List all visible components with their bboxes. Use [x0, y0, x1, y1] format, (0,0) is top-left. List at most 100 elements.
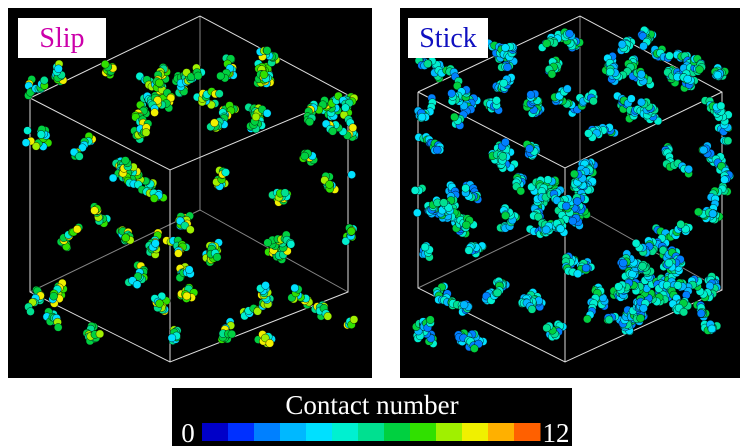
- particle: [156, 300, 164, 308]
- colorbar-max: 12: [543, 418, 570, 446]
- particle: [543, 324, 551, 332]
- particle: [562, 202, 570, 210]
- particle: [122, 234, 130, 242]
- particle: [24, 127, 32, 135]
- particle: [542, 226, 550, 234]
- particle: [582, 264, 590, 272]
- particle: [96, 330, 104, 338]
- particle: [584, 129, 592, 137]
- particle: [411, 186, 419, 194]
- particle: [632, 239, 640, 247]
- particle: [563, 85, 571, 93]
- particle: [91, 207, 99, 215]
- particle: [470, 345, 478, 353]
- particle: [548, 70, 556, 78]
- particle: [640, 42, 648, 50]
- colorbar-segment: [332, 423, 359, 441]
- particle: [570, 170, 578, 178]
- particle: [694, 208, 702, 216]
- particle: [217, 72, 225, 80]
- particle: [101, 60, 109, 68]
- particle: [349, 124, 357, 132]
- particle: [527, 91, 535, 99]
- particle: [685, 165, 693, 173]
- colorbar-segment: [514, 423, 541, 441]
- panel-label: Slip: [39, 23, 84, 54]
- particle: [262, 281, 270, 289]
- particle: [228, 330, 236, 338]
- particle: [55, 65, 63, 73]
- colorbar-segment: [436, 423, 463, 441]
- particle: [121, 157, 129, 165]
- particle: [528, 305, 536, 313]
- particle: [501, 44, 509, 52]
- particle: [22, 139, 30, 147]
- particle: [413, 209, 421, 217]
- particle: [637, 98, 645, 106]
- particle: [37, 131, 45, 139]
- colorbar-segment: [202, 423, 229, 441]
- particle: [543, 40, 551, 48]
- particle: [460, 301, 468, 309]
- particle: [75, 152, 83, 160]
- particle: [494, 289, 502, 297]
- particle: [574, 270, 582, 278]
- particle: [500, 79, 508, 87]
- particle: [324, 312, 332, 320]
- particle: [341, 104, 349, 112]
- particle: [544, 176, 552, 184]
- particle: [168, 334, 176, 342]
- particle: [501, 212, 509, 220]
- particle: [109, 174, 117, 182]
- particle: [54, 323, 62, 331]
- particle: [680, 308, 688, 316]
- colorbar-segment: [280, 423, 307, 441]
- particle: [133, 281, 141, 289]
- particle: [326, 181, 334, 189]
- colorbar-segment: [228, 423, 255, 441]
- particle: [708, 325, 716, 333]
- particle: [183, 292, 191, 300]
- particle: [517, 187, 525, 195]
- particle: [566, 30, 574, 38]
- particle: [424, 60, 432, 68]
- particle: [263, 109, 271, 117]
- colorbar-segment: [384, 423, 411, 441]
- particle: [462, 221, 470, 229]
- particle: [618, 40, 626, 48]
- particle: [615, 283, 623, 291]
- particle: [301, 152, 309, 160]
- particle: [569, 217, 577, 225]
- particle: [700, 146, 708, 154]
- particle: [493, 96, 501, 104]
- particle: [666, 52, 674, 60]
- colorbar-segment: [306, 423, 333, 441]
- particle: [348, 171, 356, 179]
- particle: [329, 127, 337, 135]
- colorbar-segment: [462, 423, 489, 441]
- particle: [152, 239, 160, 247]
- particle: [526, 145, 534, 153]
- colorbar-segment: [488, 423, 515, 441]
- particle: [557, 225, 565, 233]
- particle: [606, 68, 614, 76]
- particle: [194, 72, 202, 80]
- particle: [619, 259, 627, 267]
- particle: [501, 138, 509, 146]
- particle: [590, 97, 598, 105]
- particle: [640, 304, 648, 312]
- particle: [448, 89, 456, 97]
- particle: [215, 90, 223, 98]
- colorbar-min: 0: [181, 418, 195, 446]
- particle: [260, 71, 268, 79]
- particle: [637, 70, 645, 78]
- particle: [450, 113, 458, 121]
- particle: [724, 137, 732, 145]
- particle: [73, 225, 81, 233]
- particle: [684, 75, 692, 83]
- particle: [709, 210, 717, 218]
- particle: [252, 113, 260, 121]
- particle: [696, 66, 704, 74]
- particle: [462, 184, 470, 192]
- colorbar-segment: [410, 423, 437, 441]
